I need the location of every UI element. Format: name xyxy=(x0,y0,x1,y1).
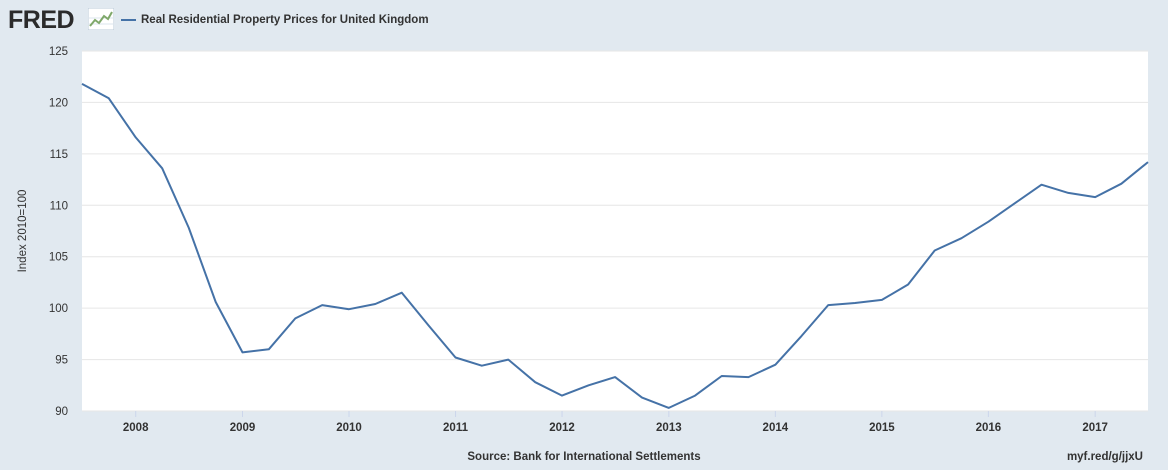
data-point[interactable] xyxy=(1145,159,1151,165)
data-point[interactable] xyxy=(505,357,511,363)
x-tick-label: 2011 xyxy=(443,422,469,434)
chart-header: FRED Real Residential Property Prices fo… xyxy=(0,0,1168,40)
x-tick-label: 2017 xyxy=(1082,422,1108,434)
data-point[interactable] xyxy=(1092,194,1098,200)
data-point[interactable] xyxy=(1038,182,1044,188)
data-point[interactable] xyxy=(1065,190,1071,196)
y-tick-label: 115 xyxy=(50,149,68,161)
x-tick-label: 2012 xyxy=(549,422,575,434)
data-point[interactable] xyxy=(559,393,565,399)
x-tick-label: 2015 xyxy=(869,422,895,434)
data-point[interactable] xyxy=(692,393,698,399)
data-point[interactable] xyxy=(612,374,618,380)
data-point[interactable] xyxy=(239,349,245,355)
series-line[interactable] xyxy=(81,83,1149,409)
data-point[interactable] xyxy=(79,81,85,87)
data-point[interactable] xyxy=(772,362,778,368)
y-tick-label: 120 xyxy=(49,97,68,109)
legend-series-swatch xyxy=(121,19,136,21)
source-note: Source: Bank for International Settlemen… xyxy=(467,451,701,463)
data-point[interactable] xyxy=(852,300,858,306)
x-tick-label: 2014 xyxy=(763,422,789,434)
data-point[interactable] xyxy=(586,382,592,388)
plot-area xyxy=(82,51,1148,411)
y-tick-label: 105 xyxy=(49,252,68,264)
data-point[interactable] xyxy=(1118,181,1124,187)
data-point[interactable] xyxy=(186,225,192,231)
data-point[interactable] xyxy=(213,299,219,305)
data-point[interactable] xyxy=(985,219,991,225)
x-tick-label: 2009 xyxy=(230,422,256,434)
chart-legend[interactable]: Real Residential Property Prices for Uni… xyxy=(121,11,429,29)
y-tick-label: 90 xyxy=(55,406,68,418)
data-point[interactable] xyxy=(159,165,165,171)
data-point[interactable] xyxy=(639,395,645,401)
data-point[interactable] xyxy=(959,235,965,241)
y-axis-ticks: 90 95 100 105 110 115 120 125 xyxy=(49,46,68,418)
trend-line-icon xyxy=(88,8,114,30)
data-point[interactable] xyxy=(1012,200,1018,206)
data-point[interactable] xyxy=(825,302,831,308)
x-tick-label: 2016 xyxy=(976,422,1002,434)
data-point[interactable] xyxy=(799,333,805,339)
data-point[interactable] xyxy=(666,405,672,411)
data-point[interactable] xyxy=(133,134,139,140)
data-point[interactable] xyxy=(905,281,911,287)
y-tick-label: 100 xyxy=(49,303,68,315)
data-point[interactable] xyxy=(292,315,298,321)
data-point[interactable] xyxy=(719,373,725,379)
data-point[interactable] xyxy=(479,363,485,369)
data-point[interactable] xyxy=(372,301,378,307)
x-tick-label: 2013 xyxy=(656,422,682,434)
x-tick-label: 2008 xyxy=(123,422,149,434)
data-point[interactable] xyxy=(932,248,938,254)
data-point[interactable] xyxy=(346,306,352,312)
data-point[interactable] xyxy=(106,95,112,101)
y-tick-label: 125 xyxy=(49,46,68,58)
data-point[interactable] xyxy=(453,355,459,361)
legend-series-label: Real Residential Property Prices for Uni… xyxy=(141,14,429,26)
y-tick-label: 95 xyxy=(55,355,68,367)
y-axis-label: Index 2010=100 xyxy=(17,190,29,273)
short-link[interactable]: myf.red/g/jjxU xyxy=(1066,451,1143,463)
data-point[interactable] xyxy=(746,374,752,380)
data-point[interactable] xyxy=(426,323,432,329)
gridlines xyxy=(82,50,1148,412)
x-axis-ticks: 2008 2009 2010 2011 2012 2013 2014 2015 2016 2017 xyxy=(123,411,1108,434)
data-point[interactable] xyxy=(399,290,405,296)
data-point[interactable] xyxy=(319,302,325,308)
data-point[interactable] xyxy=(879,297,885,303)
x-tick-label: 2010 xyxy=(336,422,362,434)
data-point[interactable] xyxy=(532,379,538,385)
y-tick-label: 110 xyxy=(50,200,68,212)
series-group xyxy=(79,81,1151,411)
fred-logo[interactable]: FRED xyxy=(8,6,75,34)
data-point[interactable] xyxy=(266,346,272,352)
